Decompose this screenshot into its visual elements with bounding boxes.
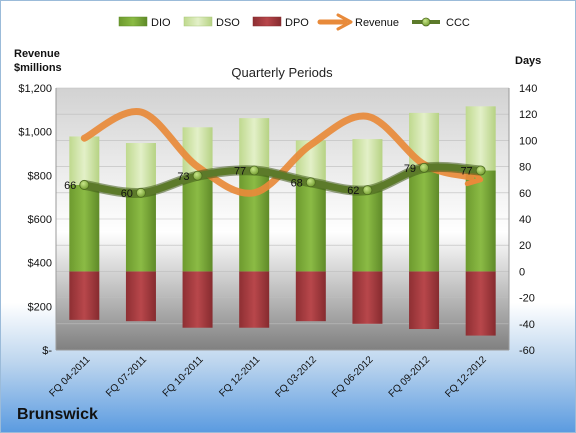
legend-swatch-dpo	[252, 16, 282, 27]
legend-item-dso: DSO	[183, 16, 240, 29]
legend-label-dso: DSO	[216, 17, 240, 29]
legend-item-revenue: Revenue	[317, 13, 399, 31]
right-axis-title: Days	[515, 55, 541, 67]
left-axis-title-line2: $millions	[14, 62, 62, 74]
bar-dio	[352, 190, 383, 272]
right-tick-label: 60	[519, 188, 531, 200]
left-tick-label: $400	[28, 258, 52, 270]
bar-dso	[125, 143, 156, 193]
x-tick-label: FQ 09-2012	[387, 354, 433, 400]
bar-dso	[352, 139, 383, 191]
left-tick-label: $800	[28, 170, 52, 182]
bar-dso	[465, 106, 496, 171]
data-label-ccc: 60	[121, 188, 133, 200]
x-tick-label: FQ 12-2012	[443, 354, 489, 400]
legend-label-revenue: Revenue	[355, 17, 399, 29]
bar-dpo	[409, 271, 440, 330]
point-ccc	[475, 165, 486, 176]
bar-dpo	[69, 271, 100, 320]
point-ccc	[362, 185, 373, 196]
left-tick-label: $1,000	[18, 127, 52, 139]
bar-dpo	[295, 271, 326, 322]
point-ccc	[136, 187, 146, 198]
bar-dio	[295, 182, 326, 272]
left-axis-title-line1: Revenue	[14, 48, 60, 60]
bar-dio	[409, 167, 440, 272]
bar-dio	[69, 184, 100, 272]
left-tick-label: $600	[28, 214, 52, 226]
data-label-ccc: 77	[460, 166, 472, 178]
point-ccc	[249, 165, 260, 176]
legend-label-dio: DIO	[151, 17, 171, 29]
legend-swatch-dio	[118, 16, 148, 27]
right-tick-label: 140	[519, 83, 537, 95]
legend: DIO DSO DPO Revenue CCC	[118, 13, 470, 31]
x-tick-label: FQ 03-2012	[273, 354, 319, 400]
right-tick-label: 120	[519, 109, 537, 121]
data-label-ccc: 73	[177, 171, 189, 183]
bar-dso	[69, 136, 100, 185]
legend-item-dpo: DPO	[252, 16, 309, 29]
left-tick-label: $200	[28, 301, 52, 313]
x-tick-label: FQ 04-2011	[47, 354, 92, 399]
data-label-ccc: 66	[64, 180, 76, 192]
legend-arrowhead-revenue	[336, 13, 353, 31]
data-label-ccc: 79	[404, 163, 416, 175]
right-tick-label: -20	[519, 293, 535, 305]
data-label-ccc: 68	[291, 177, 303, 189]
right-tick-label: 20	[519, 240, 531, 252]
x-tick-label: FQ 10-2011	[161, 354, 206, 399]
right-tick-label: 100	[519, 135, 537, 147]
legend-label-ccc: CCC	[446, 17, 470, 29]
legend-item-dio: DIO	[118, 16, 171, 29]
right-tick-label: 40	[519, 214, 531, 226]
point-ccc	[305, 177, 316, 188]
bar-dpo	[125, 271, 156, 322]
bar-dpo	[239, 271, 270, 328]
right-tick-label: 80	[519, 162, 531, 174]
right-tick-label: -40	[519, 319, 535, 331]
x-tick-label: FQ 12-2011	[217, 354, 262, 399]
data-label-ccc: 62	[347, 185, 359, 197]
bar-dio	[125, 192, 156, 272]
point-ccc	[192, 170, 203, 181]
bar-dpo	[182, 271, 213, 328]
chart-title: Quarterly Periods	[231, 65, 333, 80]
x-tick-label: FQ 07-2011	[104, 354, 149, 399]
legend-item-ccc: CCC	[412, 17, 470, 29]
left-tick-label: $1,200	[18, 83, 52, 95]
legend-swatch-dso	[183, 16, 213, 27]
point-ccc	[419, 163, 429, 173]
point-ccc	[79, 180, 90, 190]
legend-marker-ccc	[421, 17, 431, 27]
company-name: Brunswick	[17, 406, 98, 423]
left-tick-label: $-	[42, 345, 52, 357]
x-tick-label: FQ 06-2012	[330, 354, 376, 400]
right-tick-label: -60	[519, 345, 535, 357]
bar-dpo	[465, 271, 496, 336]
bar-dio	[465, 170, 496, 272]
legend-label-dpo: DPO	[285, 17, 309, 29]
bar-dso	[239, 118, 270, 171]
bar-dpo	[352, 271, 383, 324]
bar-dio	[182, 175, 213, 272]
right-tick-label: 0	[519, 266, 525, 278]
data-label-ccc: 77	[234, 166, 246, 178]
